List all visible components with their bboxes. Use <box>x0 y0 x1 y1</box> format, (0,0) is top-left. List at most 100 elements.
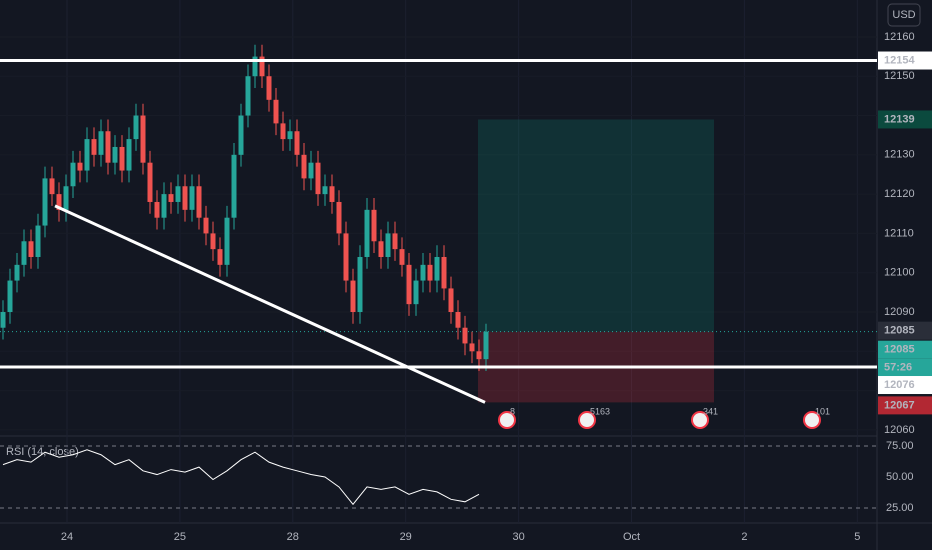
candle-body <box>280 123 286 140</box>
rsi-tick-label: 25.00 <box>886 502 914 514</box>
candle-body <box>161 194 167 218</box>
candle-body <box>294 131 300 155</box>
x-tick-label: 2 <box>741 531 747 543</box>
target-zone <box>478 119 714 332</box>
x-tick-label: Oct <box>623 531 640 543</box>
candle-body <box>21 241 27 265</box>
candle-body <box>329 186 335 202</box>
candle-body <box>168 194 174 202</box>
y-tick-label: 12120 <box>884 188 915 200</box>
y-tick-label: 12100 <box>884 267 915 279</box>
candle-body <box>140 115 146 163</box>
candle-body <box>455 312 461 328</box>
y-tick-label: 12130 <box>884 149 915 161</box>
price-badge-label: 12085 <box>884 344 915 356</box>
candle-body <box>231 154 237 218</box>
y-tick-label: 12090 <box>884 306 915 318</box>
candle-body <box>413 280 419 305</box>
x-tick-label: 25 <box>174 531 186 543</box>
candle-body <box>371 209 377 242</box>
currency-box[interactable] <box>887 3 921 27</box>
event-label: 5163 <box>590 406 610 416</box>
candle-body <box>28 241 34 257</box>
candle-body <box>105 131 111 163</box>
price-badge-label: 12085 <box>884 325 915 337</box>
candle-body <box>462 327 468 344</box>
y-tick-label: 12110 <box>884 227 914 239</box>
price-badge <box>878 396 932 415</box>
candle-body <box>182 186 188 210</box>
trendline <box>54 204 486 404</box>
y-tick-label: 12150 <box>884 70 915 82</box>
candle-body <box>7 280 13 313</box>
candle-body <box>259 56 265 77</box>
event-icon <box>498 411 516 429</box>
candle-body <box>469 343 475 352</box>
candle-body <box>308 162 314 179</box>
candle-body <box>98 131 104 155</box>
x-tick-label: 29 <box>400 531 412 543</box>
candle-body <box>238 115 244 155</box>
candle-body <box>42 178 48 226</box>
candle-body <box>49 178 55 195</box>
x-tick-label: 28 <box>287 531 299 543</box>
candle-body <box>35 225 41 257</box>
candle-body <box>301 154 307 179</box>
candle-body <box>399 249 405 265</box>
candle-body <box>406 264 412 305</box>
event-icon <box>803 411 821 429</box>
candle-body <box>210 233 216 250</box>
candle-body <box>112 146 118 163</box>
price-badge <box>878 376 932 395</box>
price-badge <box>878 321 932 340</box>
price-badge <box>878 51 932 70</box>
price-badge-label: 12067 <box>884 399 915 411</box>
candle-body <box>350 280 356 313</box>
candle-body <box>357 256 363 313</box>
candle-body <box>315 162 321 195</box>
event-label: 341 <box>703 406 718 416</box>
rsi-tick-label: 50.00 <box>886 471 914 483</box>
candle-body <box>434 256 440 281</box>
candle-body <box>91 139 97 155</box>
candle-body <box>364 209 370 257</box>
candle-body <box>154 201 160 218</box>
candle-body <box>0 312 6 328</box>
candle-body <box>385 233 391 257</box>
price-badge <box>878 110 932 129</box>
price-badge-label: 12154 <box>884 54 915 66</box>
candle-body <box>427 264 433 281</box>
rsi-line <box>2 449 480 506</box>
candle-body <box>63 186 69 210</box>
candle-body <box>189 186 195 210</box>
candle-body <box>483 331 489 360</box>
candle-body <box>476 351 482 360</box>
price-badge-label: 57:26 <box>884 362 912 374</box>
candle-body <box>273 99 279 124</box>
price-badge-label: 12076 <box>884 379 915 391</box>
candle-body <box>119 146 125 171</box>
y-tick-label: 12160 <box>884 31 915 43</box>
candle-body <box>287 131 293 140</box>
candle-body <box>252 56 258 77</box>
x-tick-label: 24 <box>61 531 73 543</box>
candle-body <box>392 233 398 250</box>
x-tick-label: 30 <box>512 531 524 543</box>
candle-body <box>217 249 223 265</box>
candle-body <box>245 76 251 116</box>
candle-body <box>14 264 20 281</box>
event-label: 8 <box>510 406 515 416</box>
candle-body <box>126 139 132 171</box>
event-icon <box>691 411 709 429</box>
x-tick-label: 5 <box>854 531 860 543</box>
price-badge-label: 12139 <box>884 113 915 125</box>
candle-body <box>203 217 209 234</box>
event-icon <box>578 411 596 429</box>
candle-body <box>378 241 384 257</box>
rsi-label: RSI (14, close) <box>6 446 79 458</box>
candle-body <box>196 186 202 218</box>
y-tick-label: 12060 <box>884 424 915 436</box>
candle-body <box>343 233 349 281</box>
candle-body <box>441 256 447 289</box>
